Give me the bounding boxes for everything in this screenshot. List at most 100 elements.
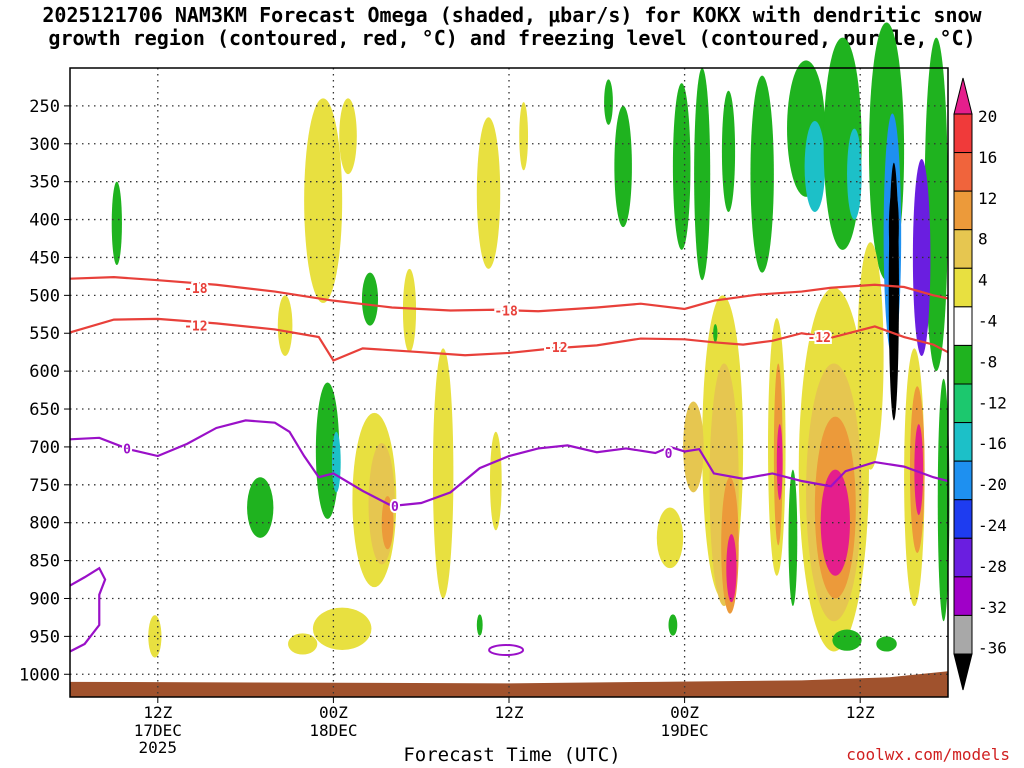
colorbar-box-8 — [953, 422, 973, 462]
omega-shade-48 — [857, 242, 884, 470]
contour-label--18-0: -18 — [182, 280, 210, 299]
colorbar-box-5 — [953, 306, 973, 346]
colorbar-box-11 — [953, 537, 973, 578]
contour-label-0-1: 0 — [389, 498, 401, 517]
colorbar-label-1: 16 — [978, 148, 997, 167]
x-tick-label-4: 12Z — [846, 703, 875, 722]
omega-shade-31 — [288, 633, 318, 655]
omega-shade-0 — [111, 181, 122, 266]
contour-loop-0 — [488, 644, 525, 657]
colorbar-box-2 — [953, 190, 973, 231]
omega-shade-42 — [776, 424, 783, 500]
contour-label-text: 0 — [665, 447, 673, 462]
colorbar-box-12 — [953, 576, 973, 616]
y-axis: 250 300 350 400 450 500 550 600 650 700 750 800 850 9… — [19, 97, 70, 685]
colorbar: 20 16 12 8 4 -4 -8 -12 -16 -20 -24 -28 -32 -36 — [953, 77, 1007, 691]
omega-shade-28 — [381, 496, 394, 550]
colorbar-label-3: 8 — [978, 230, 988, 249]
omega-shade-3 — [476, 117, 501, 269]
contour-label--12-0: -12 — [182, 318, 209, 337]
y-tick-label-600: 600 — [29, 362, 60, 382]
colorbar-box-1 — [953, 152, 973, 192]
colorbar-box-0 — [953, 113, 973, 154]
y-tick-label-500: 500 — [29, 286, 60, 306]
omega-shade-4 — [519, 102, 529, 171]
omega-shade-8 — [614, 105, 632, 228]
omega-shade-38 — [726, 534, 737, 603]
omega-shade-core — [888, 187, 899, 268]
contour-line--12 — [69, 317, 949, 362]
colorbar-box-13 — [953, 614, 973, 655]
x-tick-label-2: 12Z — [495, 703, 524, 722]
x-axis-label: Forecast Time (UTC) — [403, 744, 621, 766]
contour-line--18 — [69, 276, 949, 313]
omega-shade-11 — [694, 68, 711, 281]
omega-shade-47 — [788, 469, 798, 607]
x-tick-label-3: 00Z — [670, 703, 699, 722]
omega-shade-57 — [476, 614, 483, 636]
omega-shade-1 — [304, 98, 343, 303]
omega-shade-46 — [820, 469, 850, 576]
contour-lines: -18 -18 -12 -12 -12 0 0 0 — [69, 276, 949, 657]
contour-line-0 — [69, 419, 949, 508]
omega-shade-39 — [683, 401, 704, 493]
contour-label-text: -12 — [184, 320, 207, 335]
y-tick-label-350: 350 — [29, 173, 60, 193]
omega-shade-2 — [339, 98, 357, 175]
omega-shade-25 — [247, 477, 274, 538]
x-tick-sublabel-0-1: 2025 — [139, 738, 178, 757]
omega-shade-10 — [672, 83, 691, 250]
y-tick-label-700: 700 — [29, 438, 60, 458]
contour-label--18-1: -18 — [492, 303, 520, 322]
omega-shade-53 — [832, 629, 862, 651]
contour-label-text: -12 — [807, 331, 830, 346]
colorbar-label-6: -8 — [978, 352, 997, 371]
title-line-2: growth region (contoured, red, °C) and f… — [48, 26, 976, 50]
y-tick-label-850: 850 — [29, 552, 60, 572]
colorbar-label-10: -24 — [978, 516, 1007, 535]
omega-shade-13 — [750, 75, 774, 273]
omega-shade-21 — [912, 158, 931, 356]
y-tick-label-300: 300 — [29, 135, 60, 155]
omega-shade-15 — [804, 121, 826, 212]
y-tick-label-650: 650 — [29, 400, 60, 420]
omega-shade-19 — [924, 37, 948, 372]
omega-shade-29 — [432, 348, 454, 599]
contour-label-text: 0 — [123, 442, 131, 457]
terrain-fill — [70, 671, 948, 697]
y-tick-label-550: 550 — [29, 324, 60, 344]
colorbar-label-2: 12 — [978, 189, 997, 208]
colorbar-label-12: -32 — [978, 598, 1007, 617]
colorbar-label-7: -12 — [978, 393, 1007, 412]
y-tick-label-400: 400 — [29, 211, 60, 231]
contour-label-text: 0 — [391, 500, 399, 515]
omega-shade-7 — [361, 272, 379, 326]
omega-shade-9 — [604, 79, 613, 125]
credit-link[interactable]: coolwx.com/models — [846, 745, 1010, 764]
colorbar-label-0: 20 — [978, 107, 997, 126]
contour-label-text: -18 — [184, 282, 208, 297]
colorbar-box-7 — [953, 383, 973, 424]
y-tick-label-900: 900 — [29, 589, 60, 609]
omega-shade-12 — [721, 90, 736, 212]
terrain-fill-shape — [70, 671, 948, 697]
colorbar-label-11: -28 — [978, 557, 1007, 576]
omega-shading — [111, 22, 950, 658]
contour-label--12-2: -12 — [805, 329, 832, 348]
y-tick-label-250: 250 — [29, 97, 60, 117]
omega-shade-34 — [656, 507, 684, 569]
colorbar-box-3 — [953, 229, 973, 269]
colorbar-label-5: -4 — [978, 312, 997, 331]
contour-label-text: -12 — [544, 341, 567, 356]
x-tick-label-1: 00Z — [319, 703, 348, 722]
colorbar-label-13: -36 — [978, 639, 1007, 658]
omega-shade-5 — [402, 268, 417, 353]
contour-label-text: -18 — [494, 305, 518, 320]
colorbar-bottom-arrow — [953, 653, 973, 691]
title-line-1: 2025121706 NAM3KM Forecast Omega (shaded… — [42, 3, 982, 27]
x-tick-label-0: 12Z — [143, 703, 172, 722]
contour-label--12-1: -12 — [542, 339, 569, 358]
contour-line-0-low — [69, 566, 107, 653]
omega-shade-54 — [876, 636, 897, 652]
